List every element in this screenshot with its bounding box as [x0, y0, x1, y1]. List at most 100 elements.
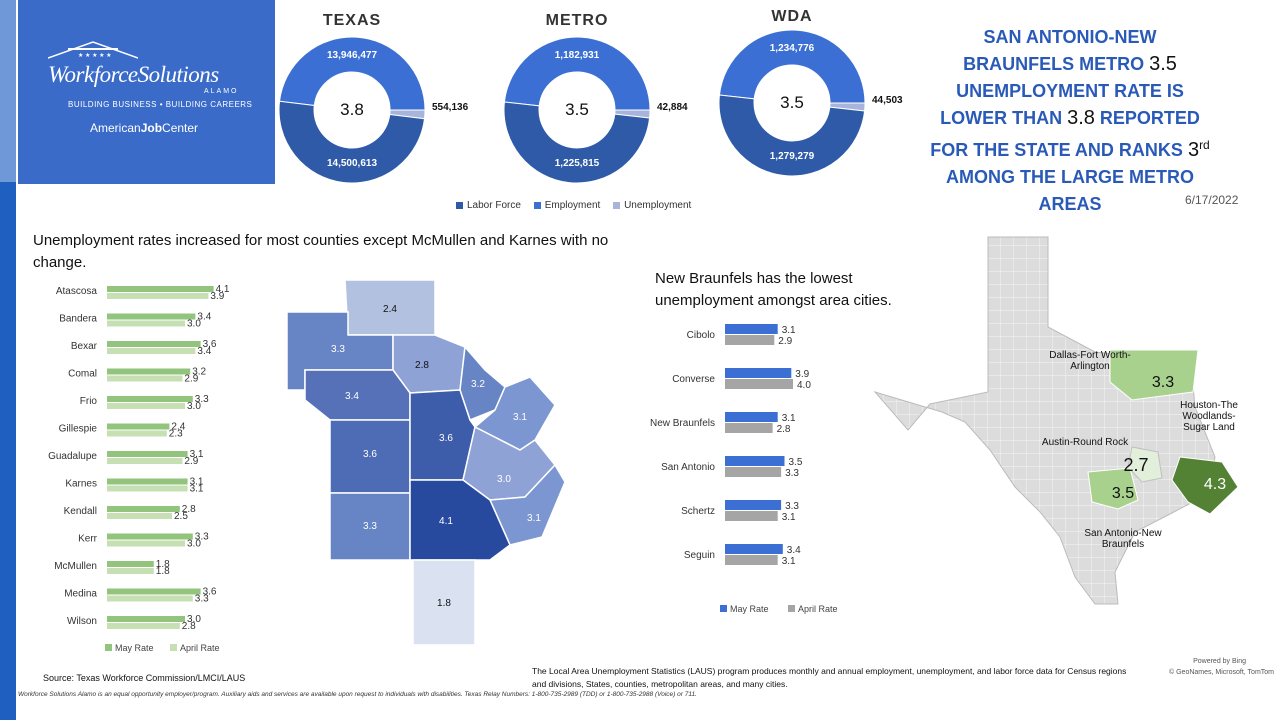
legend-swatch-employment — [533, 201, 541, 209]
county-bar-may — [107, 561, 154, 567]
county-bar-april — [107, 430, 167, 437]
donut-chart-texas — [278, 36, 426, 184]
county-legend-swatch — [105, 644, 112, 651]
legend-swatch-unemployment — [613, 201, 621, 209]
donut-title-texas: TEXAS — [322, 12, 382, 29]
county-category-label: Kerr — [78, 534, 98, 545]
source-note: Source: Texas Workforce Commission/LMCI/… — [43, 673, 246, 683]
county-category-label: Wilson — [67, 616, 97, 627]
county-label-atascosa: 4.1 — [439, 516, 453, 527]
city-category-label: Cibolo — [687, 330, 716, 341]
city-bar-may — [725, 368, 792, 378]
county-bar-value: 2.4 — [171, 422, 185, 433]
donut-unemployment-wda: 44,503 — [872, 95, 903, 106]
donut-chart-wda — [718, 29, 866, 177]
county-label-karnes: 3.1 — [527, 513, 541, 524]
donut-legend: Labor Force Employment Unemployment — [446, 200, 691, 211]
city-bar-value: 2.9 — [778, 336, 792, 347]
county-bar-value: 3.4 — [197, 312, 211, 323]
county-label-wilson: 3.0 — [497, 474, 511, 485]
city-bar-may — [725, 544, 783, 554]
report-date: 6/17/2022 — [1185, 193, 1239, 207]
city-category-label: Schertz — [681, 506, 715, 517]
county-bar-april — [107, 485, 188, 492]
county-bar-april — [107, 458, 183, 464]
metro-value-dfw: 3.3 — [1152, 374, 1174, 391]
county-category-label: Frio — [80, 396, 98, 407]
donut-slice-employment — [278, 36, 426, 111]
county-bar-value: 3.3 — [195, 532, 209, 543]
county-category-label: Guadalupe — [48, 451, 97, 462]
county-bar-value: 3.6 — [203, 339, 217, 350]
city-legend-label: April Rate — [798, 604, 838, 614]
city-legend-label: May Rate — [730, 604, 769, 614]
city-bar-value: 2.8 — [777, 424, 791, 435]
city-bar-value: 3.5 — [789, 457, 803, 468]
county-bar-may — [107, 341, 201, 347]
county-chart-title: Unemployment rates increased for most co… — [33, 232, 609, 271]
county-bar-value: 3.0 — [187, 539, 201, 550]
left-accent-stripe-top — [0, 0, 16, 182]
city-category-label: New Braunfels — [650, 418, 715, 429]
county-bar-may — [107, 286, 214, 292]
county-category-label: Bexar — [71, 341, 98, 352]
donut-rate-texas: 3.8 — [340, 100, 364, 119]
metro-value-san-antonio: 3.5 — [1112, 485, 1134, 502]
county-label-bandera: 3.4 — [345, 391, 359, 402]
headline-summary: SAN ANTONIO-NEW BRAUNFELS METRO 3.5 UNEM… — [930, 27, 1210, 214]
metro-dfw — [1109, 349, 1199, 401]
city-bar-value: 3.4 — [787, 545, 801, 556]
city-category-label: San Antonio — [661, 462, 715, 473]
county-bar-value: 3.6 — [203, 587, 217, 598]
county-bar-may — [107, 368, 191, 375]
city-bar-april — [725, 511, 778, 521]
county-category-label: Karnes — [65, 479, 97, 490]
city-bar-may — [725, 324, 778, 334]
county-mcmullen — [412, 559, 476, 646]
donut-unemployment-metro: 42,884 — [657, 102, 688, 113]
county-bar-may — [107, 533, 193, 540]
donut-hole — [754, 65, 830, 141]
county-label-bexar: 3.6 — [439, 433, 453, 444]
metro-austin — [1127, 446, 1163, 483]
city-bar-may — [725, 500, 782, 510]
metro-value-houston: 4.3 — [1204, 476, 1226, 493]
city-bar-value: 3.1 — [782, 556, 796, 567]
county-category-label: Atascosa — [56, 286, 98, 297]
county-label-mcmullen: 1.8 — [437, 598, 451, 609]
county-category-label: Comal — [68, 369, 97, 380]
city-bar-april — [725, 423, 773, 433]
county-category-label: McMullen — [54, 561, 97, 572]
metro-label-san-antonio: San Antonio-New Braunfels — [1084, 528, 1162, 550]
metro-label-dfw: Dallas-Fort Worth-Arlington — [1049, 350, 1131, 372]
county-label-kendall: 2.8 — [415, 360, 429, 371]
county-legend-swatch — [170, 644, 177, 651]
county-bar-may — [107, 423, 170, 430]
county-bar-april — [107, 623, 180, 629]
workforce-solutions-logo: ★ ★ ★ ★ ★ WorkforceSolutions ALAMO BUILD… — [18, 0, 275, 184]
city-bar-value: 3.1 — [782, 325, 796, 336]
logo-tagline: BUILDING BUSINESS • BUILDING CAREERS — [68, 100, 253, 109]
county-label-gillespie: 2.4 — [383, 304, 397, 315]
county-legend-label: April Rate — [180, 643, 220, 653]
texas-metro-map: 3.3 2.7 3.5 4.3 — [873, 236, 1239, 605]
county-bar-value: 2.5 — [174, 511, 188, 522]
county-bar-april — [107, 513, 172, 519]
city-legend-swatch — [788, 605, 795, 612]
metro-san-antonio — [1087, 467, 1139, 510]
county-bar-value: 3.1 — [190, 484, 204, 495]
county-label-comal: 3.2 — [471, 379, 485, 390]
svg-text:★ ★ ★ ★ ★: ★ ★ ★ ★ ★ — [78, 52, 112, 59]
county-bar-value: 3.3 — [195, 394, 209, 405]
county-bar-value: 3.1 — [190, 477, 204, 488]
county-bar-april — [107, 568, 154, 574]
county-choropleth-map: 2.4 3.3 2.8 3.2 3.4 3.1 3.6 3.6 3.0 3.1 … — [286, 279, 566, 646]
city-bar-value: 3.3 — [785, 501, 799, 512]
county-bar-value: 3.0 — [187, 319, 201, 330]
county-label-kerr: 3.3 — [331, 344, 345, 355]
city-bar-value: 3.1 — [782, 512, 796, 523]
city-bar-value: 3.9 — [795, 369, 809, 380]
donut-hole — [539, 72, 615, 148]
donut-title-wda: WDA — [771, 8, 813, 25]
